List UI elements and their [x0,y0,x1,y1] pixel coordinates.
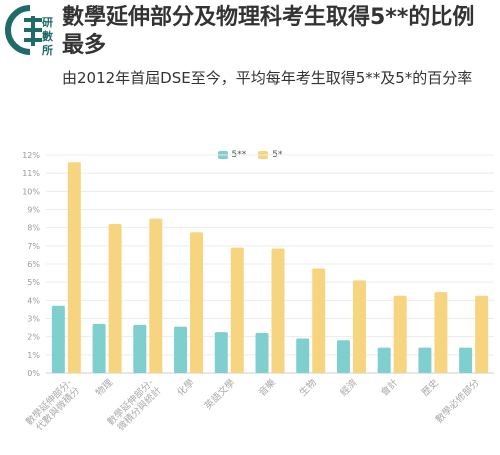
y-tick-label: 6% [27,260,40,269]
y-tick-label: 12% [22,151,40,160]
bar-5s [108,224,122,373]
bar-5s [434,292,448,373]
x-category-label: 化學 [175,377,197,399]
y-tick-label: 1% [27,351,40,360]
x-category-label: 會計 [378,376,400,398]
svg-text:數: 數 [42,29,53,43]
y-tick-label: 4% [27,296,40,305]
x-category-label-line: 生物 [297,376,319,398]
y-tick-label: 2% [27,333,40,342]
bar-5s [475,295,489,373]
site-logo: 研 數 所 [5,5,53,57]
x-category-label-line: 英語文學 [202,377,237,412]
y-tick-label: 7% [27,242,40,251]
x-category-label: 經濟 [338,377,360,399]
x-category-label: 生物 [297,376,319,398]
bar-5s [67,162,81,373]
y-tick-label: 10% [22,187,40,196]
bar-5s [230,247,244,373]
y-tick-label: 9% [27,206,40,215]
x-category-label-line: 經濟 [338,377,360,399]
bar-5s [352,280,366,373]
bar-5s [149,218,163,373]
y-tick-label: 8% [27,224,40,233]
x-category-label-line: 會計 [378,376,400,398]
chart-title: 數學延伸部分及物理科考生取得5**的比例最多 [62,5,475,58]
chart-subtitle: 由2012年首屆DSE至今，平均每年考生取得5**及5*的百分率 [62,69,473,87]
bar-5ss [459,347,473,373]
x-category-label: 英語文學 [202,377,237,412]
bar-5ss [377,347,391,373]
x-category-label: 歷史 [419,376,441,398]
bar-5s [190,232,204,373]
svg-text:研: 研 [42,16,53,29]
bar-5ss [296,338,310,373]
bar-5ss [92,323,106,373]
bar-5ss [418,347,432,373]
svg-text:所: 所 [42,43,53,57]
bar-5ss [174,326,188,373]
x-category-label-line: 化學 [175,377,197,399]
x-category-label-line: 數學必修部分 [433,376,482,425]
x-category-label: 數學必修部分 [433,376,482,425]
y-tick-label: 3% [27,315,40,324]
x-category-label: 數學延伸部分-代數與微積分 [23,376,82,435]
x-category-label: 音樂 [256,376,278,398]
bar-5ss [214,332,228,373]
bar-5ss [51,305,65,373]
x-category-label-line: 歷史 [419,376,441,398]
bar-5s [271,248,285,373]
y-tick-label: 5% [27,278,40,287]
x-category-label-line: 音樂 [256,376,278,398]
bar-5s [393,295,407,373]
bar-5ss [133,324,147,373]
bar-5ss [255,333,269,373]
y-tick-label: 11% [22,169,40,178]
x-category-label: 物理 [93,376,115,398]
bar-5ss [336,340,350,373]
y-tick-label: 0% [27,369,40,378]
x-category-label-line: 物理 [93,376,115,398]
bar-5s [312,268,326,373]
